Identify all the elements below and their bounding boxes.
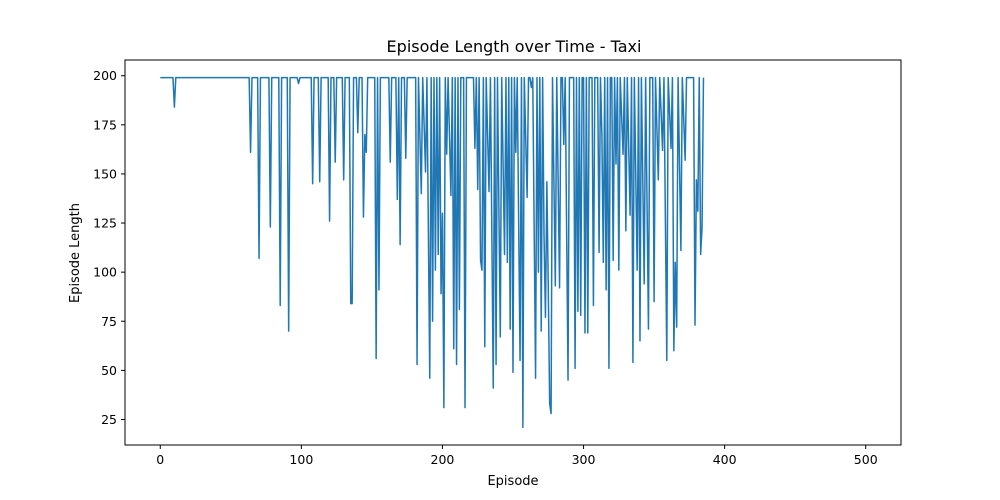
- chart-title: Episode Length over Time - Taxi: [387, 37, 642, 56]
- y-axis-label: Episode Length: [68, 203, 83, 303]
- y-tick-label: 100: [93, 265, 117, 280]
- x-tick-label: 400: [713, 452, 737, 467]
- x-tick-label: 500: [854, 452, 878, 467]
- y-tick-label: 150: [93, 166, 117, 181]
- x-axis: 0 100 200 300 400 500: [156, 445, 878, 467]
- y-tick-label: 75: [101, 314, 117, 329]
- y-tick-label: 50: [101, 363, 117, 378]
- plot-frame: [124, 59, 902, 446]
- x-tick-label: 0: [156, 452, 164, 467]
- y-tick-label: 25: [101, 412, 117, 427]
- y-axis: 25 50 75 100 125 150 175 200: [93, 68, 125, 427]
- plot-area: [160, 76, 705, 429]
- x-tick-label: 300: [572, 452, 596, 467]
- y-tick-label: 175: [93, 117, 117, 132]
- x-tick-label: 200: [431, 452, 455, 467]
- y-tick-label: 125: [93, 216, 117, 231]
- x-tick-label: 100: [289, 452, 313, 467]
- series-line-0: [160, 76, 705, 429]
- x-axis-label: Episode: [487, 474, 538, 489]
- y-tick-label: 200: [93, 68, 117, 83]
